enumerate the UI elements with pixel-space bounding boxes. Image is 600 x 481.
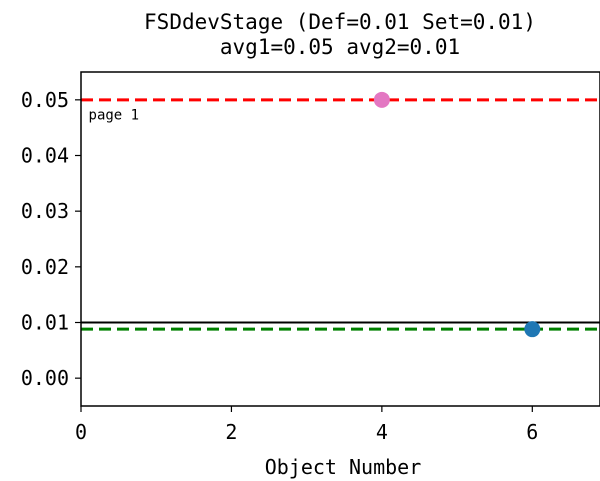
y-tick-label-1: 0.01	[21, 311, 69, 335]
annotations: page 1	[89, 107, 140, 123]
plot-frame	[80, 71, 600, 407]
data-point-1	[524, 321, 541, 338]
x-tick-label-3: 6	[526, 420, 538, 444]
chart-title: FSDdevStage (Def=0.01 Set=0.01)	[144, 10, 536, 34]
y-tick-label-5: 0.05	[21, 88, 69, 112]
y-tick-label-3: 0.03	[21, 199, 69, 223]
y-axis-ticks: 0.00 0.01 0.02 0.03 0.04 0.05	[21, 88, 81, 390]
data-points	[373, 91, 541, 338]
x-tick-label-2: 4	[376, 420, 388, 444]
y-tick-label-2: 0.02	[21, 255, 69, 279]
x-tick-label-1: 2	[225, 420, 237, 444]
y-tick-label-0: 0.00	[21, 366, 69, 390]
x-axis-ticks: 0 2 4 6	[75, 406, 538, 444]
x-tick-label-0: 0	[75, 420, 87, 444]
y-tick-label-4: 0.04	[21, 144, 69, 168]
reference-lines	[81, 98, 600, 331]
x-axis-label: Object Number	[265, 455, 422, 479]
chart-subtitle: avg1=0.05 avg2=0.01	[220, 35, 460, 59]
data-point-0	[373, 91, 390, 108]
annotation-0: page 1	[89, 107, 140, 123]
